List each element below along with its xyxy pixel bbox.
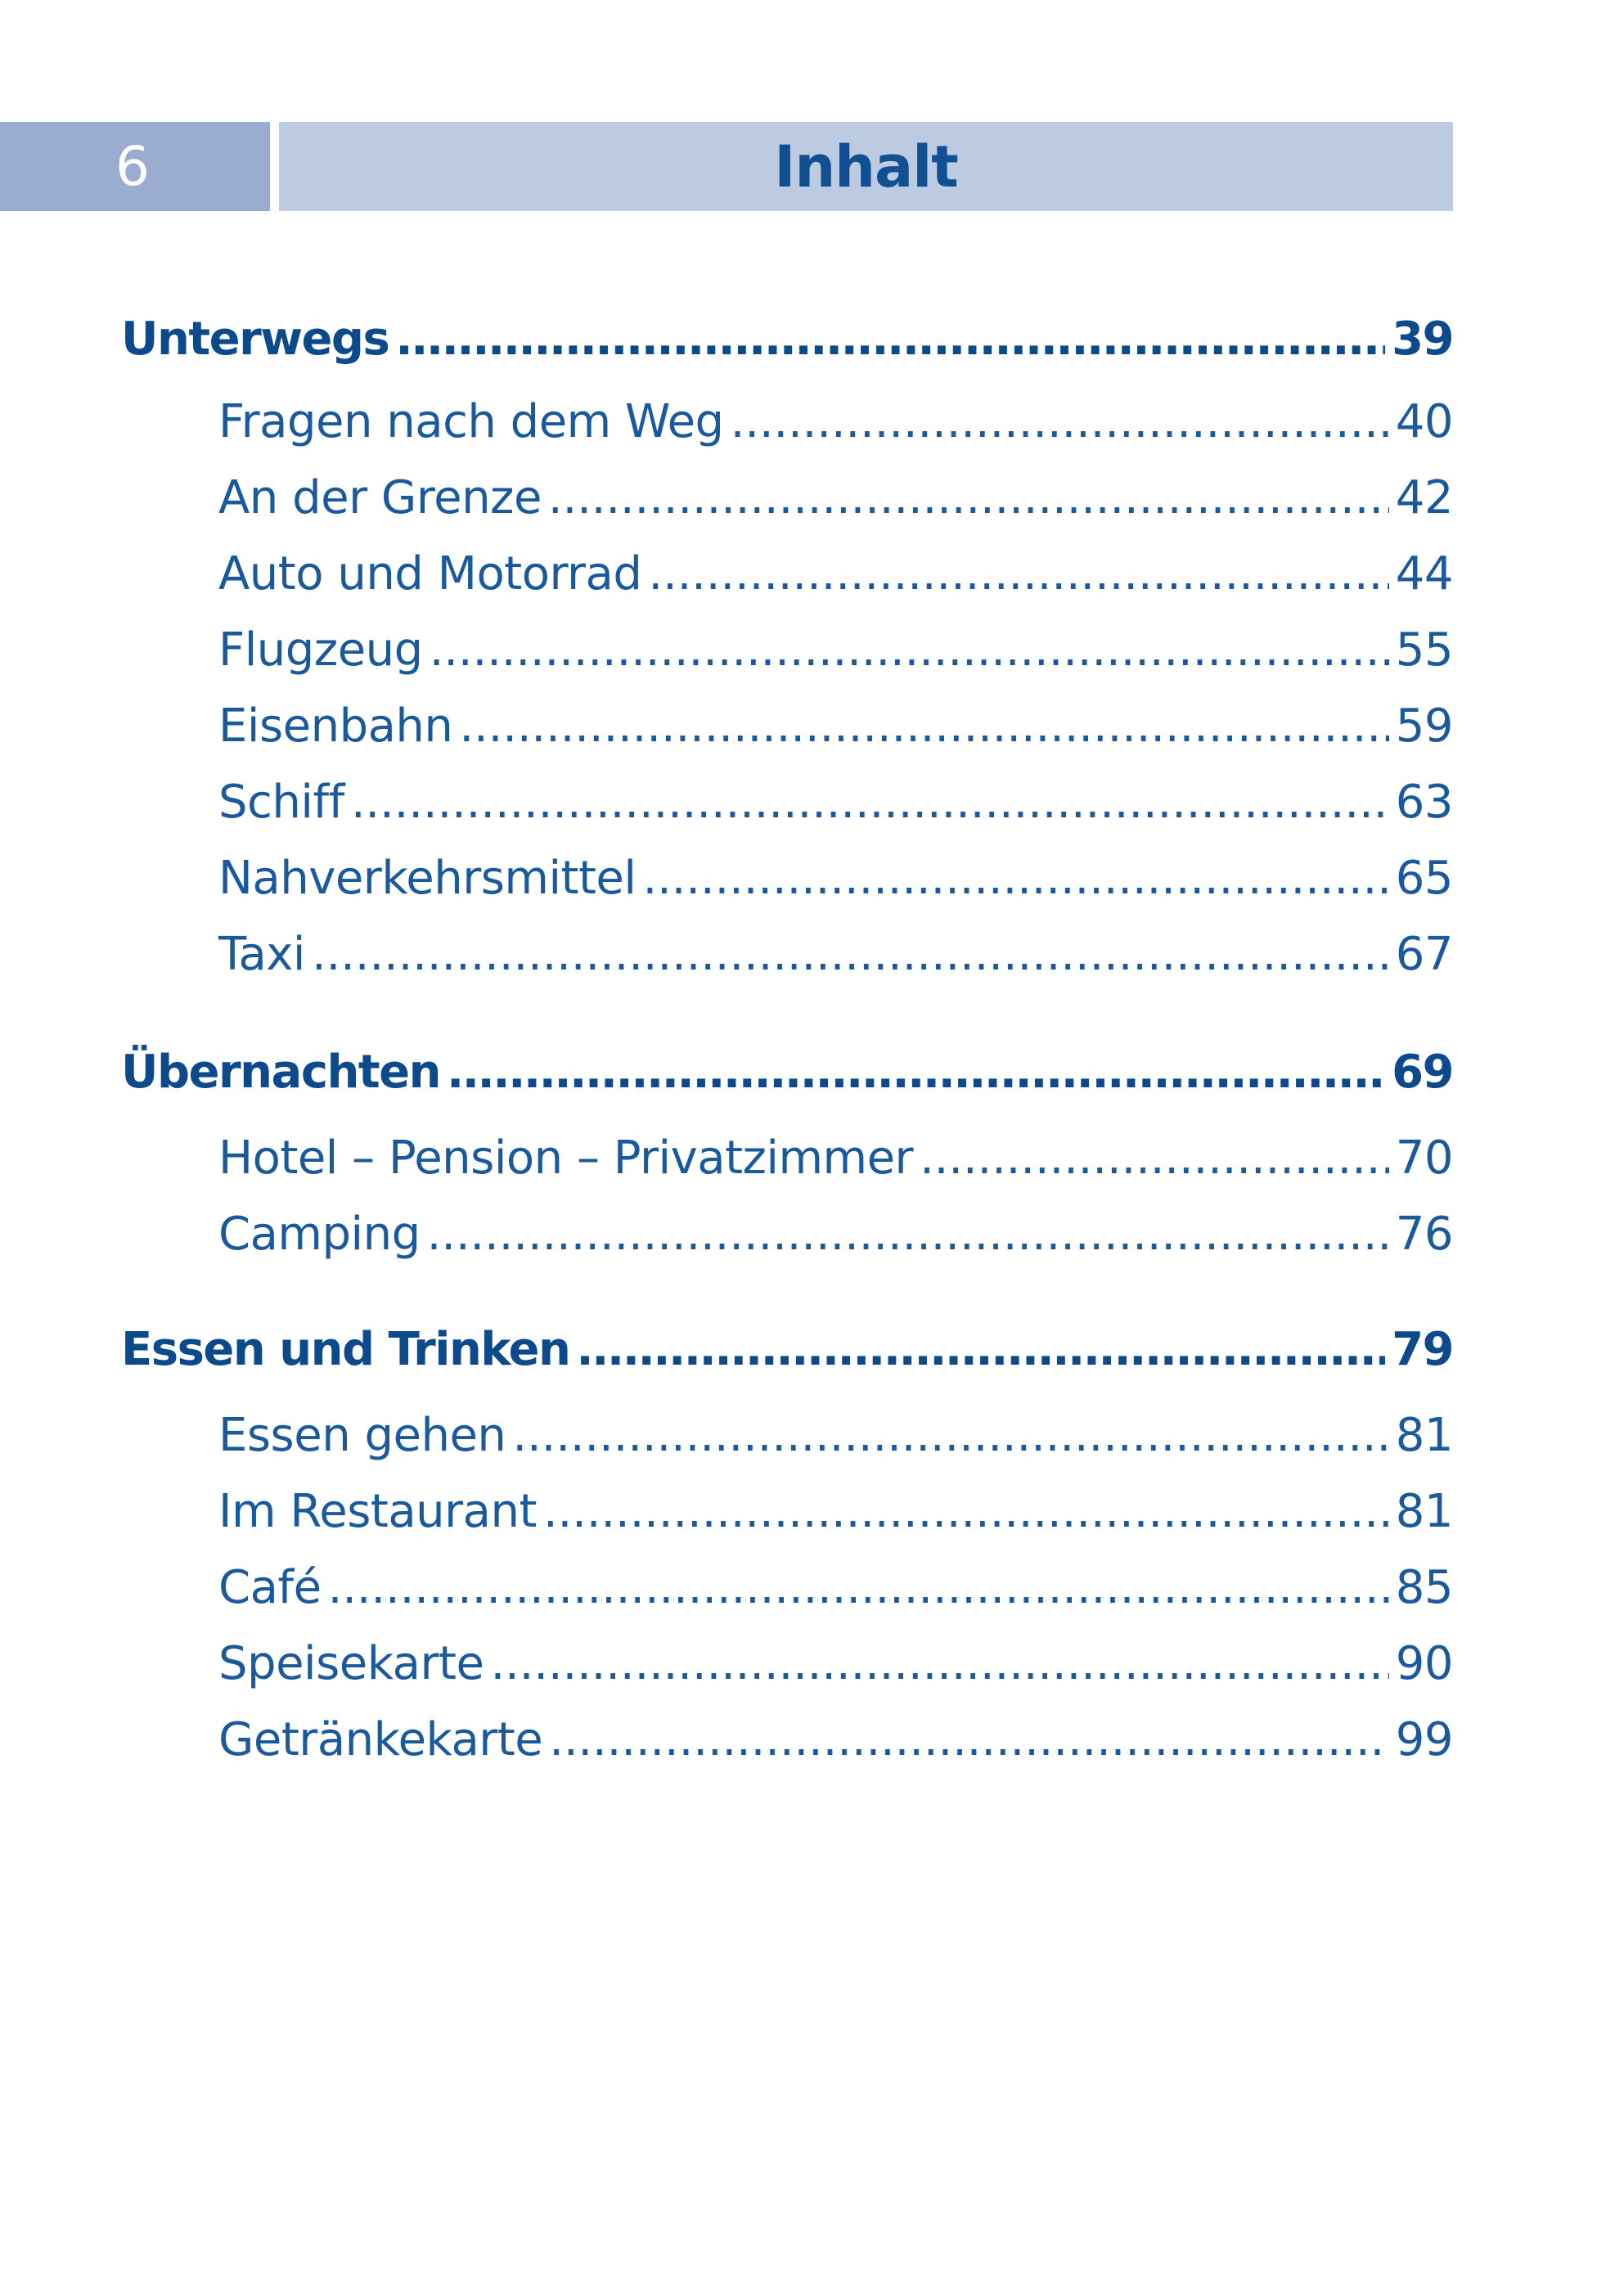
toc-entry-page: 63 bbox=[1395, 776, 1454, 829]
toc-entry-label: Camping bbox=[218, 1208, 421, 1261]
toc-entry-label: Getränkekarte bbox=[218, 1713, 543, 1766]
dot-leader bbox=[328, 1555, 1389, 1621]
dot-leader bbox=[430, 618, 1389, 683]
toc-section-label: Essen und Trinken bbox=[121, 1323, 571, 1376]
toc-entry-label: Schiff bbox=[218, 776, 344, 829]
toc-entry-page: 44 bbox=[1395, 547, 1454, 601]
toc-entry-page: 65 bbox=[1395, 852, 1454, 905]
dot-leader bbox=[490, 1631, 1388, 1697]
toc-entry-label: Flugzeug bbox=[218, 623, 423, 677]
toc-section-label: Übernachten bbox=[121, 1046, 442, 1099]
toc-section-page: 79 bbox=[1392, 1323, 1454, 1376]
dot-leader bbox=[576, 1317, 1385, 1383]
page-number-box: 6 bbox=[0, 122, 270, 211]
toc-entry-page: 99 bbox=[1395, 1713, 1454, 1766]
toc-entry-page: 59 bbox=[1395, 700, 1454, 753]
dot-leader bbox=[648, 542, 1388, 607]
dot-leader bbox=[447, 1040, 1385, 1105]
toc-entry-label: An der Grenze bbox=[218, 471, 542, 524]
page-title: Inhalt bbox=[774, 133, 958, 200]
toc-entry[interactable]: Speisekarte 90 bbox=[218, 1631, 1454, 1697]
toc-section[interactable]: Essen und Trinken 79 bbox=[121, 1317, 1454, 1383]
page-number: 6 bbox=[115, 135, 150, 198]
toc-entry-label: Café bbox=[218, 1561, 322, 1614]
toc-section-page: 39 bbox=[1392, 313, 1454, 366]
toc-entry-label: Fragen nach dem Weg bbox=[218, 395, 724, 448]
toc-entry[interactable]: Getränkekarte 99 bbox=[218, 1707, 1454, 1773]
dot-leader bbox=[427, 1202, 1389, 1267]
toc-entry-page: 67 bbox=[1395, 928, 1454, 981]
toc-entry-label: Auto und Motorrad bbox=[218, 547, 642, 601]
dot-leader bbox=[459, 694, 1388, 759]
toc-entry-label: Eisenbahn bbox=[218, 700, 453, 753]
toc-entry-page: 70 bbox=[1395, 1132, 1454, 1185]
toc-entry-page: 55 bbox=[1395, 623, 1454, 677]
toc-entry-label: Im Restaurant bbox=[218, 1485, 537, 1538]
dot-leader bbox=[920, 1126, 1389, 1191]
toc-section-page: 69 bbox=[1392, 1046, 1454, 1099]
toc-entry-page: 40 bbox=[1395, 395, 1454, 448]
page-title-box: Inhalt bbox=[279, 122, 1453, 211]
toc-entry-label: Nahverkehrsmittel bbox=[218, 852, 637, 905]
toc-entry-page: 81 bbox=[1395, 1409, 1454, 1462]
dot-leader bbox=[395, 307, 1385, 372]
dot-leader bbox=[351, 770, 1389, 835]
toc-entry-label: Speisekarte bbox=[218, 1637, 484, 1690]
toc-entry[interactable]: Taxi 67 bbox=[218, 922, 1454, 988]
toc-entry[interactable]: Fragen nach dem Weg 40 bbox=[218, 389, 1454, 455]
toc-entry-page: 90 bbox=[1395, 1637, 1454, 1690]
toc-entry[interactable]: Essen gehen 81 bbox=[218, 1403, 1454, 1469]
toc-entry[interactable]: Flugzeug 55 bbox=[218, 618, 1454, 683]
dot-leader bbox=[548, 466, 1389, 531]
dot-leader bbox=[543, 1479, 1389, 1545]
toc-entry[interactable]: Camping 76 bbox=[218, 1202, 1454, 1267]
toc-entry[interactable]: Hotel – Pension – Privatzimmer 70 bbox=[218, 1126, 1454, 1191]
toc-entry[interactable]: Eisenbahn 59 bbox=[218, 694, 1454, 759]
toc-entry[interactable]: An der Grenze 42 bbox=[218, 466, 1454, 531]
toc-entry-page: 81 bbox=[1395, 1485, 1454, 1538]
dot-leader bbox=[549, 1707, 1389, 1773]
dot-leader bbox=[312, 922, 1389, 988]
toc-entry-label: Essen gehen bbox=[218, 1409, 506, 1462]
toc-entry[interactable]: Auto und Motorrad 44 bbox=[218, 542, 1454, 607]
toc-entry[interactable]: Im Restaurant 81 bbox=[218, 1479, 1454, 1545]
toc-entry-label: Hotel – Pension – Privatzimmer bbox=[218, 1132, 914, 1185]
dot-leader bbox=[731, 389, 1389, 455]
dot-leader bbox=[512, 1403, 1388, 1469]
toc-section-label: Unterwegs bbox=[121, 313, 390, 366]
toc-entry[interactable]: Nahverkehrsmittel 65 bbox=[218, 846, 1454, 911]
toc-entry-label: Taxi bbox=[218, 928, 305, 981]
toc-entry-page: 85 bbox=[1395, 1561, 1454, 1614]
toc-entry[interactable]: Schiff 63 bbox=[218, 770, 1454, 835]
toc-entry-page: 76 bbox=[1395, 1208, 1454, 1261]
toc-section[interactable]: Unterwegs 39 bbox=[121, 307, 1454, 372]
toc-entry[interactable]: Café 85 bbox=[218, 1555, 1454, 1621]
toc-entry-page: 42 bbox=[1395, 471, 1454, 524]
toc-section[interactable]: Übernachten 69 bbox=[121, 1040, 1454, 1105]
dot-leader bbox=[642, 846, 1388, 911]
